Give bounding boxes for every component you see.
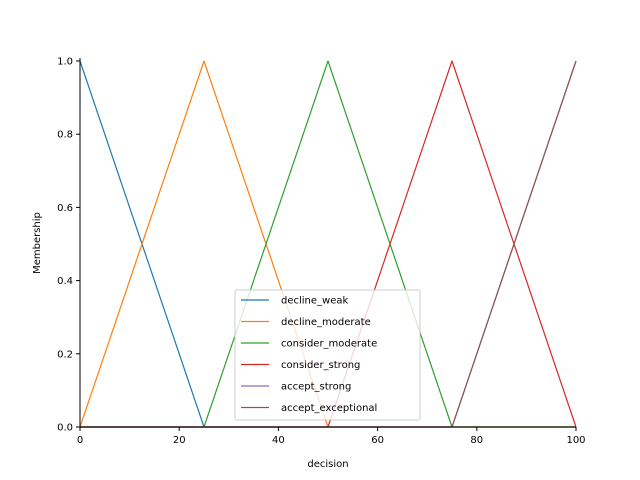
- y-tick-label: 0.0: [57, 423, 73, 434]
- x-tick-label: 0: [77, 435, 83, 446]
- legend-label-accept_exceptional: accept_exceptional: [281, 403, 377, 414]
- legend-label-consider_moderate: consider_moderate: [281, 339, 377, 350]
- axes: [79, 58, 576, 428]
- x-tick-label: 80: [470, 435, 483, 446]
- x-tick-label: 20: [173, 435, 186, 446]
- legend-label-consider_strong: consider_strong: [281, 360, 360, 371]
- y-axis-label: Membership: [32, 212, 43, 274]
- x-tick-label: 100: [566, 435, 585, 446]
- legend-label-decline_weak: decline_weak: [281, 296, 349, 307]
- y-tick-label: 0.2: [57, 349, 73, 360]
- y-tick-label: 0.8: [57, 130, 73, 141]
- legend-label-accept_strong: accept_strong: [281, 382, 351, 393]
- legend-box: [234, 289, 421, 421]
- y-ticks: 0.0 0.2 0.4 0.6 0.8 1.0: [57, 57, 80, 434]
- legend-label-decline_moderate: decline_moderate: [281, 317, 371, 328]
- x-tick-label: 60: [371, 435, 384, 446]
- x-axis-label: decision: [307, 459, 348, 470]
- legend: decline_weak decline_moderate consider_mod…: [234, 289, 421, 421]
- y-tick-label: 1.0: [57, 57, 73, 68]
- x-ticks: 0 20 40 60 80 100: [77, 427, 586, 446]
- y-tick-label: 0.4: [57, 276, 73, 287]
- x-tick-label: 40: [272, 435, 285, 446]
- y-tick-label: 0.6: [57, 203, 73, 214]
